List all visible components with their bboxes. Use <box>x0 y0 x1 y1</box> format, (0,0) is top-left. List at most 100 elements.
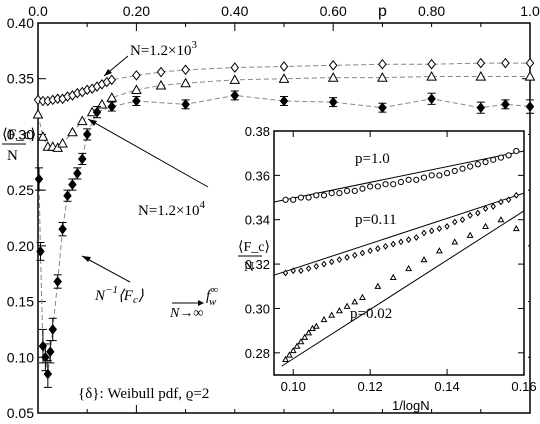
data-point <box>327 72 339 82</box>
data-point <box>378 102 387 113</box>
main-xtick-label: 0.0 <box>28 3 48 19</box>
data-point <box>305 329 313 336</box>
main-xtick-label: 0.80 <box>418 3 445 19</box>
data-point <box>305 265 312 272</box>
data-point <box>374 282 382 289</box>
main-ytick-label: 0.30 <box>7 126 34 142</box>
inset-background <box>232 126 528 409</box>
data-point <box>180 77 191 88</box>
data-point <box>181 64 190 76</box>
data-point <box>501 99 510 110</box>
data-point <box>367 247 373 255</box>
data-point <box>397 178 405 186</box>
data-point <box>435 247 443 254</box>
inset-xtick-label: 0.16 <box>511 379 536 394</box>
data-point <box>382 181 389 188</box>
data-point <box>312 322 320 329</box>
data-point <box>513 191 520 199</box>
inset-label-p1: p=1.0 <box>355 151 390 167</box>
main-ylabel-top: ⟨F_c⟩ <box>2 127 36 143</box>
data-point <box>37 131 49 141</box>
main-ytick-label: 0.10 <box>7 349 34 365</box>
data-point <box>378 58 387 70</box>
data-point <box>230 62 240 73</box>
data-point <box>475 209 481 217</box>
data-point <box>53 276 62 287</box>
data-point <box>476 57 486 69</box>
main-ytick-label: 0.35 <box>7 71 34 87</box>
data-point <box>282 269 289 277</box>
inset-series-2 <box>273 191 525 277</box>
data-point <box>459 165 466 172</box>
inset-series <box>273 147 525 367</box>
inset-ytick-label: 0.38 <box>245 124 270 139</box>
caption: {δ}: Weibull pdf, ϱ=2 <box>78 386 209 402</box>
data-point <box>289 346 297 354</box>
data-point <box>375 245 381 252</box>
inset-ylabel-top: ⟨F_c⟩ <box>238 240 270 255</box>
data-point <box>132 70 141 81</box>
data-point <box>36 246 45 257</box>
data-point <box>41 351 50 363</box>
data-point <box>482 222 489 229</box>
inset-xlabel: 1/logN <box>392 398 430 413</box>
data-point <box>32 108 44 119</box>
data-point <box>475 70 487 81</box>
data-point <box>321 260 327 268</box>
data-point <box>389 273 397 280</box>
data-point <box>467 163 474 170</box>
main-xtick-label: 0.20 <box>123 3 150 19</box>
fit-line <box>281 210 525 367</box>
data-point <box>328 60 338 71</box>
data-point <box>466 231 474 238</box>
data-point <box>436 225 443 233</box>
data-point <box>107 74 117 86</box>
inset-ytick-label: 0.34 <box>245 213 270 228</box>
data-point <box>467 211 473 219</box>
data-point <box>427 58 436 70</box>
data-point <box>498 198 504 206</box>
data-point <box>512 224 520 232</box>
inset-series-1 <box>273 147 525 203</box>
data-point <box>46 346 55 358</box>
data-point <box>390 240 396 248</box>
data-point <box>476 102 486 113</box>
data-point <box>427 93 436 105</box>
data-point <box>92 106 102 118</box>
data-point <box>426 70 437 81</box>
main-ylabel-bottom: N <box>7 148 18 164</box>
annotation-limit: N−1⟨Fc⟩ N→∞ f∞ w <box>94 284 218 321</box>
data-point <box>513 147 520 155</box>
data-point <box>328 258 335 266</box>
annotation-limit-arrowhead <box>82 256 91 262</box>
data-point <box>443 170 451 177</box>
main-ytick-label: 0.40 <box>7 15 34 31</box>
data-point <box>285 351 293 358</box>
data-point <box>343 302 351 309</box>
data-point <box>313 192 320 199</box>
inset-plot-frame <box>273 130 525 376</box>
main-ytick-label: 0.20 <box>7 238 34 254</box>
data-point <box>76 115 88 126</box>
data-point <box>57 137 68 148</box>
data-point <box>73 168 82 179</box>
inset-ticks: 0.10 0.12 0.14 0.16 0.28 0.30 0.32 0.34 0.36 0.38 <box>245 124 537 394</box>
annotation-n2-arrowhead <box>88 119 97 126</box>
main-xtick-label: 1.0 <box>520 3 540 19</box>
data-point <box>320 315 328 323</box>
data-point <box>63 190 72 202</box>
data-point <box>482 158 489 166</box>
inset-ytick-label: 0.30 <box>245 301 270 316</box>
data-point <box>34 173 44 185</box>
data-point <box>352 251 358 259</box>
data-point <box>505 152 512 159</box>
data-point <box>452 218 458 226</box>
data-point <box>48 324 58 335</box>
data-point <box>459 216 466 224</box>
annotation-limit-arrow <box>81 255 131 283</box>
data-point <box>132 95 141 107</box>
main-ticks: 0.0 0.20 0.40 0.60 p 0.80 1.0 0.05 0.10 0.15 0.20 0… <box>7 3 540 421</box>
data-point <box>43 368 53 380</box>
data-point <box>282 355 289 363</box>
